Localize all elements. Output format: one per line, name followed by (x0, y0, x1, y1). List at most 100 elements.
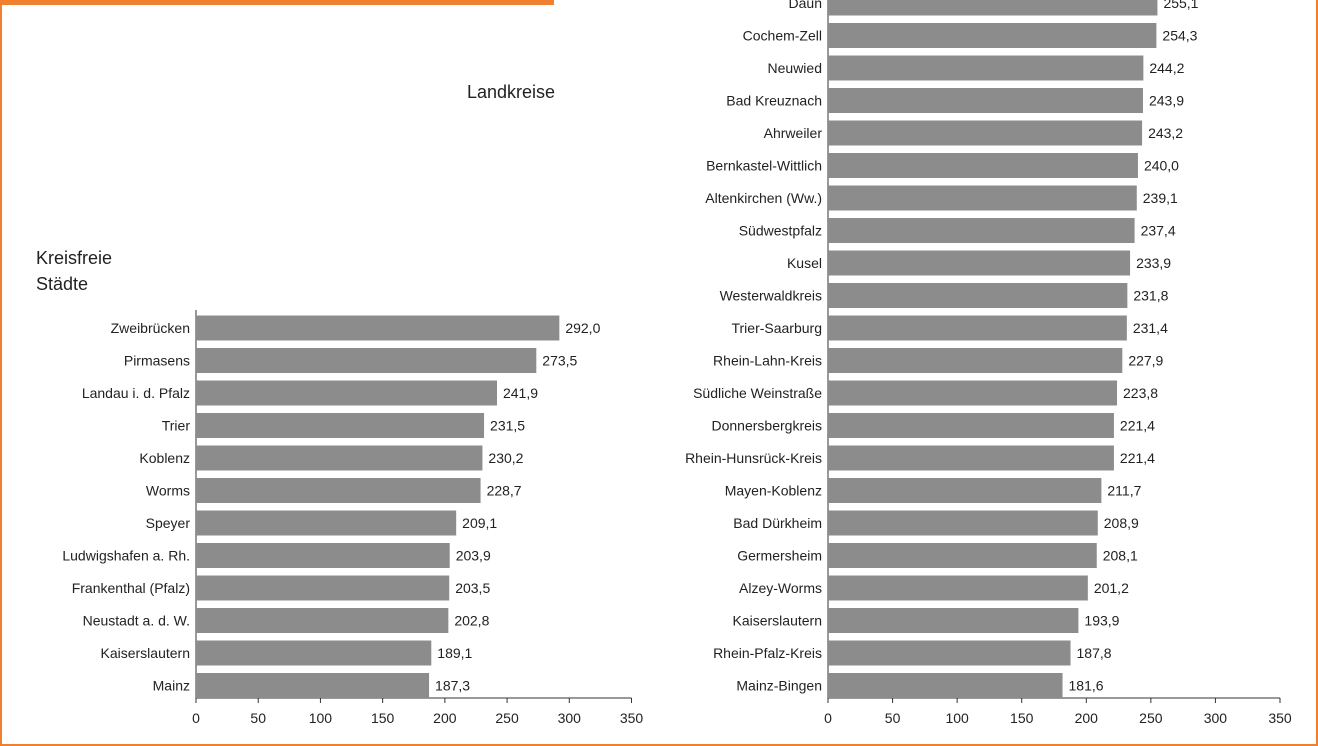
landkreise-value-label: 193,9 (1084, 613, 1119, 629)
landkreise-value-label: 231,4 (1133, 320, 1168, 336)
staedte-bar (196, 445, 483, 471)
landkreise-value-label: 187,8 (1077, 645, 1112, 661)
staedte-bar (196, 380, 497, 406)
staedte-category-label: Speyer (146, 515, 191, 531)
staedte-bar (196, 543, 450, 568)
landkreise-category-label: Rhein-Pfalz-Kreis (713, 645, 822, 661)
staedte-value-label: 241,9 (503, 385, 538, 401)
staedte-x-tick-label: 200 (433, 710, 457, 726)
landkreise-category-label: Bad Kreuznach (726, 93, 822, 109)
landkreise-category-label: Kusel (787, 255, 822, 271)
staedte-bar (196, 608, 449, 633)
landkreise-category-label: Mayen-Koblenz (725, 483, 822, 499)
staedte-value-label: 209,1 (462, 515, 497, 531)
staedte-category-label: Mainz (153, 678, 190, 694)
staedte-category-label: Neustadt a. d. W. (83, 613, 190, 629)
staedte-heading-line2: Städte (36, 274, 89, 294)
staedte-value-label: 202,8 (454, 613, 489, 629)
landkreise-category-label: Germersheim (737, 548, 822, 564)
staedte-bar (196, 510, 457, 536)
landkreise-x-tick-label: 300 (1204, 710, 1228, 726)
landkreise-bar (828, 185, 1137, 211)
staedte-bar (196, 575, 450, 601)
landkreise-bar (828, 413, 1114, 438)
landkreise-value-label: 243,2 (1148, 125, 1183, 141)
landkreise-value-label: 223,8 (1123, 385, 1158, 401)
landkreise-value-label: 208,9 (1104, 515, 1139, 531)
staedte-category-label: Worms (146, 483, 190, 499)
landkreise-bar (828, 543, 1097, 568)
landkreise-category-label: Ahrweiler (764, 125, 823, 141)
landkreise-bar (828, 218, 1135, 243)
landkreise-category-label: Rhein-Hunsrück-Kreis (685, 450, 822, 466)
landkreise-heading: Landkreise (467, 82, 556, 102)
staedte-value-label: 292,0 (565, 320, 600, 336)
landkreise-value-label: 233,9 (1136, 255, 1171, 271)
landkreise-category-label: Südwestpfalz (739, 223, 822, 239)
landkreise-x-tick-label: 350 (1268, 710, 1292, 726)
landkreise-bar (828, 510, 1098, 536)
staedte-x-tick-label: 0 (192, 710, 200, 726)
landkreise-x-tick-label: 150 (1010, 710, 1034, 726)
landkreise-value-label: 243,9 (1149, 93, 1184, 109)
landkreise-bar (828, 153, 1138, 178)
staedte-x-tick-label: 350 (620, 710, 644, 726)
landkreise-value-label: 237,4 (1141, 223, 1176, 239)
landkreise-value-label: 208,1 (1103, 548, 1138, 564)
landkreise-category-label: Rhein-Lahn-Kreis (713, 353, 822, 369)
landkreise-category-label: Daun (789, 0, 822, 11)
landkreise-bar (828, 88, 1143, 113)
staedte-value-label: 273,5 (542, 353, 577, 369)
landkreise-category-label: Südliche Weinstraße (693, 385, 822, 401)
landkreise-category-label: Cochem-Zell (743, 28, 822, 44)
landkreise-value-label: 221,4 (1120, 450, 1155, 466)
landkreise-category-label: Bad Dürkheim (733, 515, 822, 531)
landkreise-category-label: Mainz-Bingen (736, 678, 822, 694)
staedte-bar (196, 673, 430, 698)
landkreise-bar (828, 445, 1114, 471)
landkreise-value-label: 240,0 (1144, 158, 1179, 174)
landkreise-value-label: 255,1 (1163, 0, 1198, 11)
landkreise-category-label: Donnersbergkreis (712, 418, 823, 434)
staedte-x-tick-label: 250 (495, 710, 519, 726)
landkreise-x-tick-label: 0 (824, 710, 832, 726)
landkreise-value-label: 231,8 (1133, 288, 1168, 304)
staedte-category-label: Pirmasens (124, 353, 190, 369)
staedte-category-label: Trier (162, 418, 191, 434)
staedte-value-label: 230,2 (488, 450, 523, 466)
landkreise-category-label: Bernkastel-Wittlich (706, 158, 822, 174)
landkreise-value-label: 221,4 (1120, 418, 1155, 434)
landkreise-value-label: 244,2 (1149, 60, 1184, 76)
staedte-category-label: Landau i. d. Pfalz (82, 385, 190, 401)
landkreise-category-label: Neuwied (768, 60, 822, 76)
landkreise-bar (828, 0, 1158, 16)
landkreise-bar (828, 315, 1127, 341)
staedte-category-label: Kaiserslautern (101, 645, 191, 661)
landkreise-bar (828, 283, 1128, 308)
landkreise-bar (828, 575, 1088, 601)
staedte-bar (196, 348, 537, 373)
staedte-value-label: 231,5 (490, 418, 525, 434)
landkreise-bar (828, 640, 1071, 666)
staedte-value-label: 228,7 (487, 483, 522, 499)
landkreise-bar (828, 380, 1118, 406)
landkreise-category-label: Trier-Saarburg (731, 320, 822, 336)
landkreise-bar (828, 250, 1131, 276)
landkreise-bar (828, 608, 1079, 633)
staedte-bar (196, 315, 560, 341)
staedte-value-label: 189,1 (437, 645, 472, 661)
landkreise-category-label: Kaiserslautern (733, 613, 823, 629)
landkreise-bar (828, 478, 1102, 503)
staedte-value-label: 203,9 (456, 548, 491, 564)
staedte-category-label: Ludwigshafen a. Rh. (62, 548, 190, 564)
staedte-value-label: 203,5 (455, 580, 490, 596)
staedte-value-label: 187,3 (435, 678, 470, 694)
landkreise-bar (828, 23, 1157, 48)
landkreise-bar (828, 673, 1063, 698)
landkreise-value-label: 181,6 (1069, 678, 1104, 694)
staedte-x-tick-label: 100 (309, 710, 333, 726)
landkreise-category-label: Alzey-Worms (739, 580, 822, 596)
landkreise-x-tick-label: 200 (1075, 710, 1099, 726)
staedte-bar (196, 478, 481, 503)
staedte-bar (196, 413, 485, 438)
